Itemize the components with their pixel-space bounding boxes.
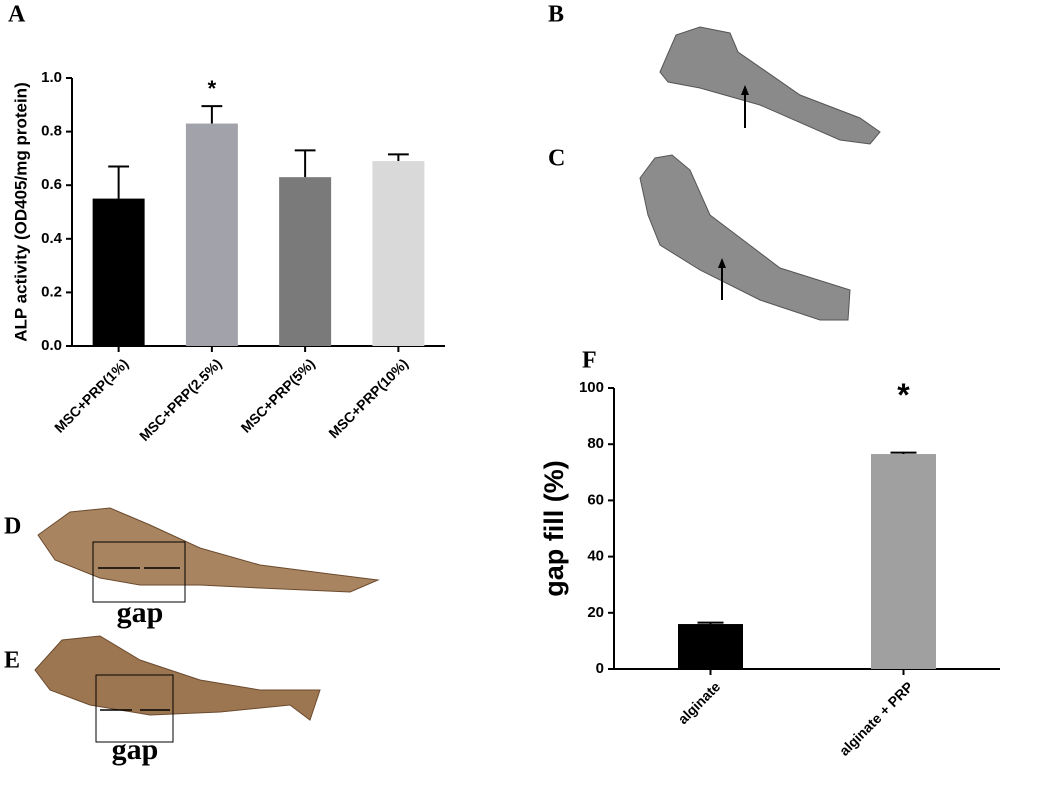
panel-label: E bbox=[4, 648, 20, 674]
panel-label: A bbox=[8, 2, 26, 28]
bone-image-d bbox=[37, 507, 380, 603]
xray-image-c bbox=[639, 154, 851, 321]
y-tick-label: 60 bbox=[587, 491, 604, 508]
y-tick-label: 0.2 bbox=[41, 283, 62, 300]
y-tick-label: 0.6 bbox=[41, 176, 62, 193]
significance-mark: * bbox=[897, 377, 910, 413]
panel-label: B bbox=[548, 2, 564, 28]
bar bbox=[871, 454, 936, 669]
y-tick-label: 0.0 bbox=[41, 337, 62, 354]
panel-label: F bbox=[582, 348, 597, 374]
panel-label: C bbox=[548, 146, 565, 172]
bar bbox=[372, 161, 425, 346]
bar bbox=[185, 123, 238, 346]
y-axis-label: ALP activity (OD405/mg protein) bbox=[11, 82, 30, 341]
x-tick-label: MSC+PRP(1%) bbox=[51, 355, 131, 435]
y-tick-label: 0.4 bbox=[41, 230, 63, 247]
x-tick-label: MSC+PRP(2.5%) bbox=[136, 355, 225, 444]
x-tick-label: MSC+PRP(10%) bbox=[325, 355, 411, 441]
y-tick-label: 20 bbox=[587, 604, 604, 621]
image-label: gap bbox=[112, 733, 159, 766]
image-label: gap bbox=[117, 596, 164, 629]
y-tick-label: 80 bbox=[587, 435, 604, 452]
xray-image-b bbox=[659, 26, 881, 145]
y-axis-label: gap fill (%) bbox=[539, 460, 569, 597]
bone-image-e bbox=[34, 635, 321, 743]
panel-label: D bbox=[4, 514, 21, 540]
y-tick-label: 1.0 bbox=[41, 69, 62, 86]
bar bbox=[279, 177, 332, 346]
bar bbox=[678, 624, 743, 669]
x-tick-label: alginate + PRP bbox=[836, 678, 916, 758]
x-tick-label: MSC+PRP(5%) bbox=[238, 355, 318, 435]
y-tick-label: 40 bbox=[587, 548, 604, 565]
y-tick-label: 0.8 bbox=[41, 123, 62, 140]
y-tick-label: 100 bbox=[579, 379, 604, 396]
y-tick-label: 0 bbox=[596, 660, 604, 677]
significance-mark: * bbox=[208, 76, 217, 101]
x-tick-label: alginate bbox=[675, 678, 724, 727]
bar bbox=[92, 198, 145, 346]
